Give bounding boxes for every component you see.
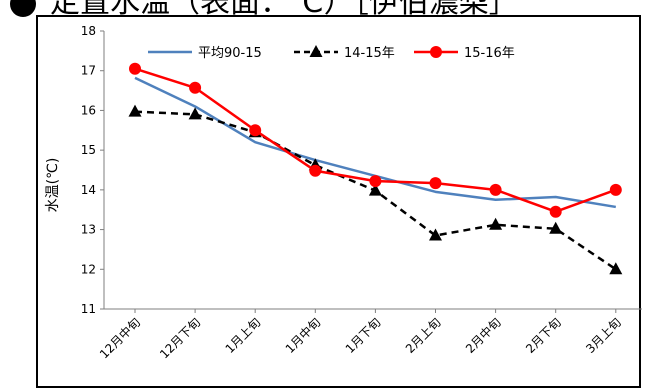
data-point [429,177,442,190]
y-tick-label: 16 [81,103,96,117]
data-point [609,262,623,275]
chart-frame [36,15,641,388]
data-point [368,183,382,196]
x-tick-label: 12月中旬 [96,315,143,362]
x-tick-label: 2月上旬 [403,315,444,356]
series-layer [128,62,623,275]
y-tick-label: 15 [81,143,96,157]
y-tick-labels: 11 12 13 14 15 16 17 18 [81,24,96,316]
data-point [249,124,262,137]
data-point [309,164,322,177]
series-2 [128,104,623,275]
data-point [189,81,202,94]
y-tick-label: 11 [81,302,96,316]
legend-label: 14-15年 [344,46,395,61]
y-tick-label: 18 [81,24,96,38]
legend-item: 15-16年 [414,46,515,61]
bullet-icon [10,0,36,17]
data-point [489,183,502,196]
x-tick-label: 1月上旬 [223,315,264,356]
x-tick-label: 3月上旬 [583,315,624,356]
legend-label: 平均90-15 [198,46,262,61]
data-point [128,104,142,117]
x-tick-label: 2月中旬 [462,315,503,356]
data-point [369,175,382,188]
chart-axes [100,30,642,313]
x-tick-label: 1月下旬 [343,315,384,356]
legend: 平均90-15 14-15年 15-16年 [148,45,515,61]
data-point [489,217,503,230]
x-tick-label: 1月中旬 [282,315,323,356]
x-tick-label: 12月下旬 [157,315,203,361]
y-tick-label: 12 [81,262,96,276]
legend-label: 15-16年 [464,46,515,61]
y-tick-label: 14 [81,183,96,197]
legend-item: 14-15年 [294,45,395,61]
y-tick-label: 13 [81,223,96,237]
x-tick-label: 2月下旬 [523,315,564,356]
x-tick-labels: 12月中旬 12月下旬 1月上旬 1月中旬 1月下旬 2月上旬 2月中旬 2月下旬 3月上旬 [96,315,624,362]
y-tick-label: 17 [81,64,96,78]
series-3 [129,62,622,218]
page-title: 定置水温（表面：℃）［伊伯濃梨］ [0,0,645,20]
data-point [549,221,563,234]
data-point [429,228,442,241]
data-point [129,62,141,75]
data-point [188,107,202,120]
data-point [609,183,622,196]
legend-marker [309,45,323,57]
page-title-text: 定置水温（表面：℃）［伊伯濃梨］ [50,0,519,20]
legend-item: 平均90-15 [148,46,262,61]
y-axis-title: 水温(℃) [45,158,61,213]
data-point [549,205,562,218]
legend-marker [430,46,442,58]
